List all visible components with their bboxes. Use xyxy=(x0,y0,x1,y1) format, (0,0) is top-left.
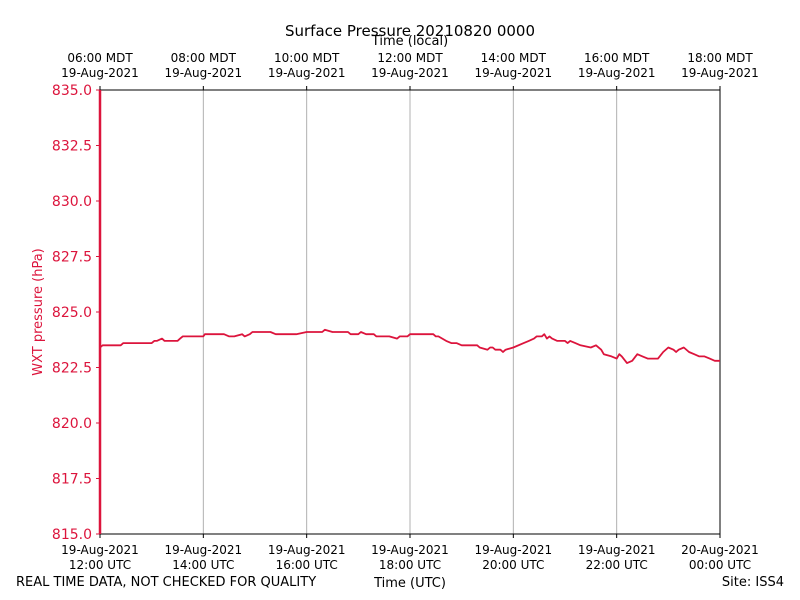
x-tick-time-top: 08:00 MDT xyxy=(171,51,237,65)
x-tick-time-top: 12:00 MDT xyxy=(377,51,443,65)
x-tick-date-top: 19-Aug-2021 xyxy=(61,66,139,80)
y-tick-label: 835.0 xyxy=(52,83,92,99)
x-tick-date-top: 19-Aug-2021 xyxy=(578,66,656,80)
x-tick-date-bottom: 20-Aug-2021 xyxy=(681,543,759,557)
x-tick-date-bottom: 19-Aug-2021 xyxy=(61,543,139,557)
x-tick-time-bottom: 16:00 UTC xyxy=(276,558,338,572)
x-tick-time-bottom: 00:00 UTC xyxy=(689,558,751,572)
x-tick-date-top: 19-Aug-2021 xyxy=(268,66,346,80)
y-tick-label: 817.5 xyxy=(52,472,92,488)
y-tick-label: 830.0 xyxy=(52,194,92,210)
x-tick-time-top: 18:00 MDT xyxy=(687,51,753,65)
x-tick-time-bottom: 14:00 UTC xyxy=(172,558,234,572)
site-label: Site: ISS4 xyxy=(721,575,784,590)
series-line-pressure xyxy=(99,328,720,365)
x-tick-date-bottom: 19-Aug-2021 xyxy=(475,543,553,557)
y-tick-label: 832.5 xyxy=(52,139,92,155)
y-tick-label: 815.0 xyxy=(52,527,92,543)
grid-lines xyxy=(202,90,618,534)
y-axis: 815.0 817.5 820.0 822.5 825.0 827.5 830.0 832.5… xyxy=(52,83,100,543)
y-tick-label: 820.0 xyxy=(52,416,92,432)
x-tick-time-top: 14:00 MDT xyxy=(481,51,547,65)
chart-title: Surface Pressure 20210820 0000 xyxy=(284,22,536,40)
x-axis-label-bottom: Time (UTC) xyxy=(374,576,446,591)
x-tick-date-top: 19-Aug-2021 xyxy=(475,66,553,80)
x-tick-time-top: 10:00 MDT xyxy=(274,51,340,65)
series-layer xyxy=(98,90,720,534)
y-tick-label: 825.0 xyxy=(52,305,92,321)
x-tick-time-bottom: 22:00 UTC xyxy=(586,558,648,572)
x-tick-time-bottom: 20:00 UTC xyxy=(482,558,544,572)
y-axis-label: WXT pressure (hPa) xyxy=(31,248,46,376)
x-tick-time-bottom: 12:00 UTC xyxy=(69,558,131,572)
x-tick-date-bottom: 19-Aug-2021 xyxy=(268,543,346,557)
x-tick-time-top: 06:00 MDT xyxy=(67,51,133,65)
x-tick-date-top: 19-Aug-2021 xyxy=(371,66,449,80)
x-tick-date-bottom: 19-Aug-2021 xyxy=(578,543,656,557)
x-tick-time-top: 16:00 MDT xyxy=(584,51,650,65)
x-tick-date-top: 19-Aug-2021 xyxy=(681,66,759,80)
quality-disclaimer: REAL TIME DATA, NOT CHECKED FOR QUALITY xyxy=(16,575,317,590)
x-tick-date-bottom: 19-Aug-2021 xyxy=(165,543,243,557)
x-axis-label-top: Time (local) xyxy=(371,34,449,49)
y-tick-label: 822.5 xyxy=(52,361,92,377)
x-tick-date-top: 19-Aug-2021 xyxy=(165,66,243,80)
x-tick-time-bottom: 18:00 UTC xyxy=(379,558,441,572)
x-tick-date-bottom: 19-Aug-2021 xyxy=(371,543,449,557)
y-tick-label: 827.5 xyxy=(52,250,92,266)
